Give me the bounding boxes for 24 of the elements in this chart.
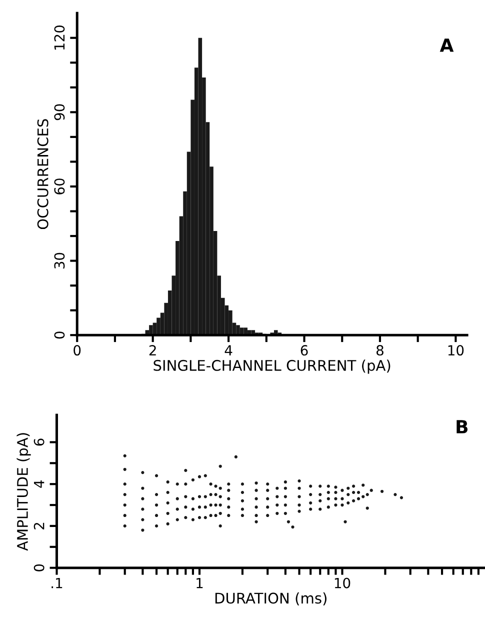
annotation: B (456, 420, 468, 434)
x-tick-label: .1 (52, 578, 62, 588)
annotation: A (440, 38, 454, 52)
x-tick-label: 8 (376, 345, 384, 356)
y-tick-label: 60 (54, 178, 65, 194)
y-tick-label: 6 (34, 438, 44, 446)
y-tick-label: 0 (34, 564, 44, 572)
y-tick-label: 120 (54, 26, 65, 50)
y-tick-label: 0 (54, 332, 65, 339)
x-tick-label: 6 (300, 345, 308, 356)
x-tick-label: 1 (196, 578, 203, 588)
y-tick-label: 90 (54, 104, 65, 120)
x-axis-title: DURATION (ms) (215, 592, 326, 606)
y-tick-label: 30 (54, 252, 65, 269)
x-tick-label: 4 (224, 345, 232, 356)
y-tick-label: 2 (34, 522, 44, 530)
x-tick-label: 10 (334, 578, 350, 588)
y-axis-title: AMPLITUDE (pA) (16, 433, 31, 551)
x-axis-title: SINGLE-CHANNEL CURRENT (pA) (154, 360, 390, 374)
y-tick-label: 4 (34, 480, 44, 488)
y-axis-title: OCCURRENCES (37, 119, 48, 230)
x-tick-label: 10 (448, 345, 464, 356)
x-tick-label: 0 (74, 345, 81, 356)
x-tick-label: 2 (149, 345, 156, 356)
